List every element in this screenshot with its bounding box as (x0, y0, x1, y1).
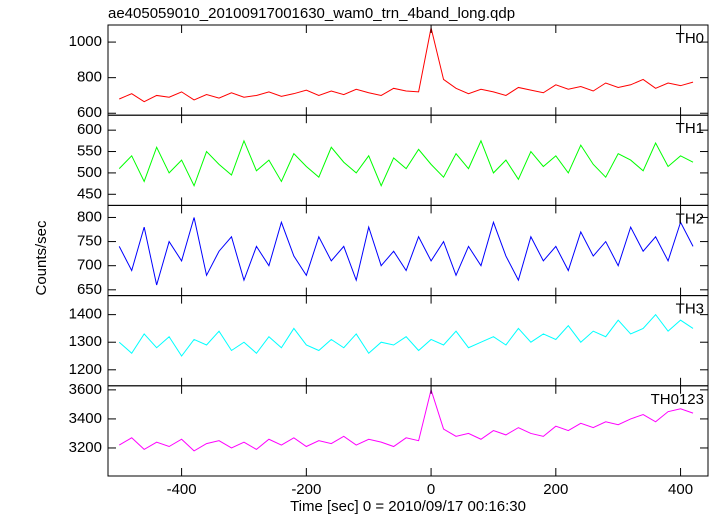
y-tick-label: 1400 (69, 306, 102, 323)
x-tick-label: 200 (543, 481, 568, 498)
x-tick-label: 400 (668, 481, 693, 498)
y-tick-label: 600 (77, 121, 102, 138)
y-tick-label: 800 (77, 69, 102, 86)
x-axis-label: Time [sec] 0 = 2010/09/17 00:16:30 (290, 498, 526, 515)
light-curve (118, 388, 694, 452)
panel-frame (107, 24, 709, 116)
y-tick-label: 750 (77, 233, 102, 250)
y-axis-label: Counts/sec (33, 220, 50, 296)
y-tick-label: 450 (77, 185, 102, 202)
y-tick-label: 650 (77, 281, 102, 298)
y-tick-label: 800 (77, 208, 102, 225)
light-curve (118, 139, 694, 188)
y-tick-label: 500 (77, 164, 102, 181)
panel-label: TH0 (676, 30, 704, 47)
y-tick-label: 700 (77, 257, 102, 274)
panel-frame (107, 204, 709, 297)
y-tick-label: 1000 (69, 33, 102, 50)
y-tick-label: 1200 (69, 361, 102, 378)
light-curve (118, 217, 694, 286)
light-curve (119, 27, 694, 103)
light-curve (118, 313, 694, 357)
y-tick-label: 3200 (69, 439, 102, 456)
y-tick-label: 550 (77, 143, 102, 160)
x-tick-label: -200 (291, 481, 321, 498)
panel-frame (107, 114, 709, 206)
panel-frame (107, 385, 709, 477)
y-tick-label: 3600 (69, 381, 102, 398)
chart-title: ae405059010_20100917001630_wam0_trn_4ban… (108, 5, 515, 22)
panel-label: TH2 (676, 210, 704, 227)
y-tick-label: 3400 (69, 410, 102, 427)
panel-label: TH3 (676, 301, 704, 318)
y-tick-label: 600 (77, 104, 102, 121)
x-tick-label: 0 (427, 481, 435, 498)
panel-label: TH0123 (651, 391, 704, 408)
y-tick-label: 1300 (69, 333, 102, 350)
panel-label: TH1 (676, 120, 704, 137)
x-tick-label: -400 (167, 481, 197, 498)
